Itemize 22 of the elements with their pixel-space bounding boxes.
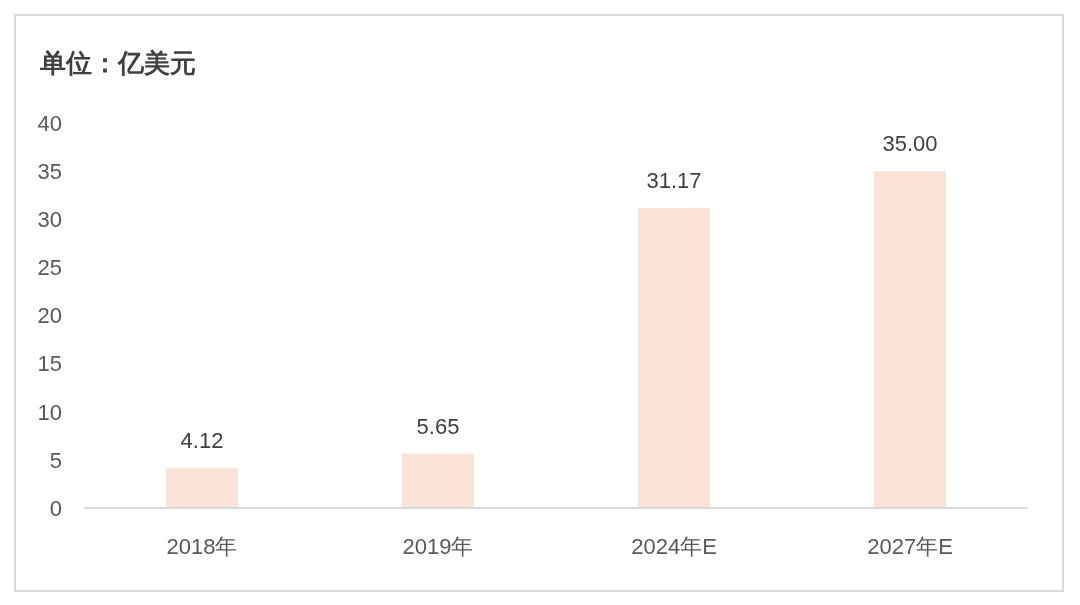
y-axis-title: 单位：亿美元	[40, 47, 196, 80]
y-tick-label: 0	[49, 495, 62, 521]
y-tick-label: 15	[37, 351, 62, 377]
x-tick-label: 2018年	[166, 533, 238, 559]
data-label: 35.00	[882, 131, 938, 157]
y-tick-label: 20	[37, 303, 62, 329]
bar	[402, 453, 474, 508]
y-tick-label: 35	[37, 158, 62, 184]
y-tick-label: 25	[37, 255, 62, 281]
y-tick-label: 30	[37, 207, 62, 233]
bar	[638, 207, 710, 508]
bar	[166, 468, 238, 508]
x-tick-label: 2027年E	[867, 533, 953, 559]
bar	[874, 171, 946, 508]
y-tick-label: 5	[49, 447, 62, 473]
data-label: 31.17	[646, 167, 702, 193]
x-tick-label: 2024年E	[631, 533, 717, 559]
y-tick-label: 10	[37, 399, 62, 425]
data-label: 4.12	[180, 428, 224, 454]
x-tick-label: 2019年	[402, 533, 474, 559]
y-tick-label: 40	[37, 110, 62, 136]
data-label: 5.65	[416, 413, 460, 439]
